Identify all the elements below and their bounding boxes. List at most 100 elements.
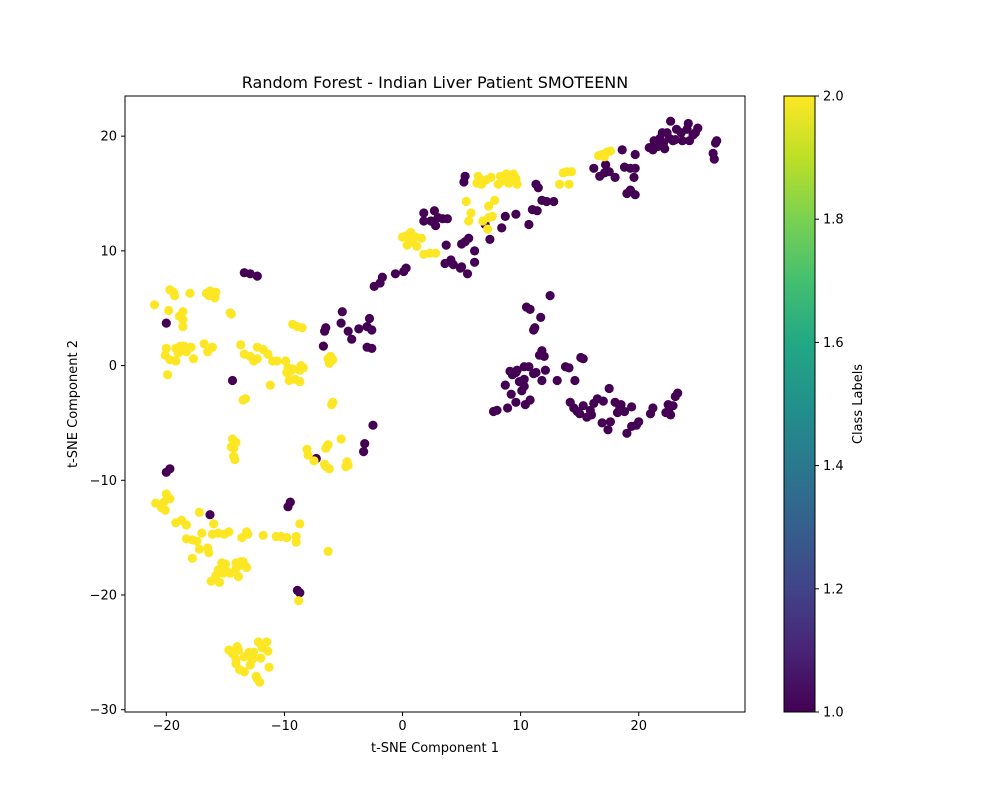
scatter-point — [470, 257, 480, 267]
scatter-point — [178, 315, 188, 325]
scatter-point — [586, 410, 597, 420]
scatter-point — [630, 190, 640, 200]
scatter-point — [441, 240, 451, 250]
scatter-point — [230, 455, 240, 465]
scatter-point — [162, 370, 173, 380]
scatter-point — [555, 179, 565, 189]
scatter-point — [629, 172, 639, 182]
scatter-points — [149, 116, 722, 687]
scatter-point — [258, 530, 268, 540]
scatter-point — [245, 269, 255, 279]
scatter-point — [712, 136, 722, 146]
y-axis: −30 −20 −10 0 10 20 — [90, 130, 125, 718]
scatter-point — [604, 167, 614, 177]
scatter-point — [492, 405, 502, 415]
scatter-point — [431, 248, 441, 258]
scatter-point — [487, 211, 497, 221]
scatter-point — [226, 309, 236, 319]
y-tick-label: 10 — [100, 244, 117, 259]
scatter-point — [648, 403, 658, 413]
scatter-point — [412, 241, 422, 251]
scatter-point — [531, 367, 541, 378]
y-axis-label: t-SNE Component 2 — [66, 340, 81, 468]
scatter-point — [419, 208, 429, 218]
scatter-point — [634, 417, 644, 427]
colorbar-axis: 1.0 1.2 1.4 1.6 1.8 2.0 — [815, 90, 844, 721]
colorbar-tick-label: 1.6 — [823, 336, 844, 351]
scatter-point — [186, 342, 196, 352]
scatter-point — [457, 262, 467, 272]
scatter-point — [303, 450, 313, 460]
scatter-point — [170, 291, 180, 301]
scatter-point — [603, 425, 613, 435]
scatter-point — [486, 172, 496, 182]
colorbar-label: Class Labels — [851, 364, 866, 444]
scatter-point — [285, 497, 295, 507]
scatter-point — [227, 375, 238, 386]
plot-frame — [124, 95, 746, 713]
scatter-point — [298, 363, 308, 373]
colorbar-tick-label: 2.0 — [823, 90, 844, 105]
x-axis-label: t-SNE Component 1 — [371, 741, 499, 756]
scatter-point — [295, 377, 305, 387]
scatter-point — [291, 537, 301, 547]
scatter-point — [622, 428, 632, 438]
scatter-point — [205, 510, 215, 520]
scatter-point — [668, 401, 678, 411]
scatter-point — [171, 356, 181, 366]
colorbar-tick-label: 1.8 — [823, 213, 844, 228]
scatter-point — [500, 211, 510, 221]
scatter-point — [188, 354, 199, 364]
scatter-point — [204, 548, 214, 558]
scatter-point — [490, 195, 500, 205]
scatter-point — [462, 269, 473, 279]
scatter-point — [601, 160, 611, 170]
scatter-point — [570, 375, 580, 386]
scatter-point — [511, 209, 521, 219]
scatter-point — [512, 365, 522, 375]
scatter-point — [149, 300, 160, 310]
x-tick-label: 0 — [398, 719, 406, 734]
scatter-point — [519, 374, 529, 384]
scatter-point — [165, 494, 175, 504]
scatter-point — [442, 214, 452, 224]
scatter-point — [255, 677, 265, 687]
scatter-point — [211, 287, 221, 297]
scatter-point — [288, 364, 298, 374]
scatter-point — [368, 420, 378, 430]
scatter-point — [660, 144, 670, 154]
scatter-point — [294, 596, 304, 606]
x-axis: −20 −10 0 10 20 — [153, 712, 647, 734]
scatter-point — [630, 149, 640, 160]
scatter-point — [359, 447, 369, 457]
scatter-point — [598, 396, 608, 406]
scatter-point — [533, 183, 543, 193]
scatter-point — [503, 403, 513, 413]
scatter-point — [354, 324, 364, 334]
scatter-point — [532, 206, 542, 216]
scatter-point — [506, 389, 516, 399]
x-tick-label: −20 — [153, 719, 180, 734]
scatter-point — [578, 354, 588, 364]
colorbar — [783, 95, 816, 713]
scatter-point — [377, 272, 387, 282]
scatter-point — [187, 553, 197, 563]
scatter-point — [256, 653, 266, 663]
scatter-point — [239, 667, 249, 677]
scatter-point — [318, 341, 328, 351]
scatter-point — [295, 588, 305, 598]
scatter-point — [431, 221, 441, 231]
scatter-point — [220, 559, 230, 569]
scatter-point — [693, 123, 703, 133]
x-tick-label: 10 — [512, 719, 529, 734]
scatter-point — [262, 637, 272, 647]
scatter-point — [497, 223, 507, 233]
scatter-point — [233, 645, 243, 655]
scatter-point — [247, 654, 258, 664]
scatter-point — [309, 456, 319, 466]
scatter-point — [419, 216, 429, 226]
scatter-point — [178, 322, 188, 332]
scatter-point — [178, 307, 188, 317]
scatter-point — [337, 307, 347, 317]
scatter-point — [616, 400, 626, 410]
